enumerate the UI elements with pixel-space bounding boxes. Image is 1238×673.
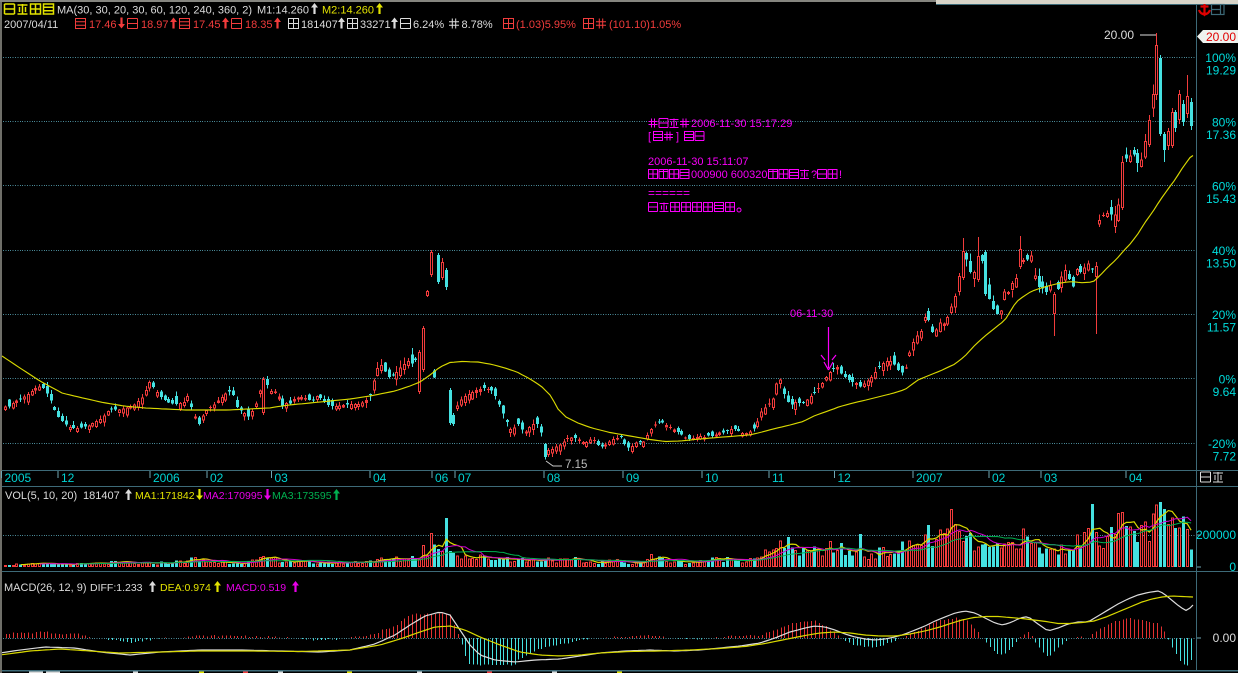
svg-text:12: 12: [838, 471, 852, 485]
svg-text:20.00: 20.00: [1104, 28, 1134, 42]
svg-text:-20%: -20%: [1208, 437, 1236, 451]
svg-text:M1:14.260: M1:14.260: [257, 5, 309, 17]
svg-text:(101.10)1.05%: (101.10)1.05%: [609, 19, 681, 31]
svg-text:11.57: 11.57: [1207, 321, 1236, 335]
svg-text:18.97: 18.97: [141, 19, 169, 31]
svg-text:6.24%: 6.24%: [413, 19, 444, 31]
svg-text:2006-11-30 15:17:29: 2006-11-30 15:17:29: [691, 118, 792, 130]
svg-text:MA(30, 30, 20, 30, 60, 120, 24: MA(30, 30, 20, 30, 60, 120, 240, 360, 2): [57, 5, 252, 17]
svg-text:100%: 100%: [1205, 51, 1236, 65]
svg-text:15.43: 15.43: [1206, 192, 1236, 206]
svg-text:2006: 2006: [153, 471, 180, 485]
svg-text:181407: 181407: [83, 490, 120, 502]
svg-text:000900 600320: 000900 600320: [691, 169, 767, 181]
svg-text:17.46: 17.46: [89, 19, 117, 31]
svg-text:]: ]: [676, 131, 679, 143]
svg-text:06: 06: [435, 471, 449, 485]
svg-text:17.36: 17.36: [1206, 128, 1236, 142]
svg-text:200000: 200000: [1196, 528, 1236, 542]
svg-text:2007/04/11: 2007/04/11: [4, 19, 58, 31]
svg-text:10: 10: [705, 471, 719, 485]
svg-text:M2:14.260: M2:14.260: [322, 5, 374, 17]
svg-text:03: 03: [1044, 471, 1058, 485]
svg-text:7.15: 7.15: [565, 459, 587, 471]
svg-text:11: 11: [772, 471, 785, 485]
svg-text:(1.03)5.95%: (1.03)5.95%: [516, 19, 576, 31]
svg-text:08: 08: [547, 471, 561, 485]
svg-text:19.29: 19.29: [1206, 64, 1236, 78]
svg-text:MACD:0.519: MACD:0.519: [226, 582, 286, 594]
svg-text:8.78%: 8.78%: [462, 19, 493, 31]
svg-text:DEA:0.974: DEA:0.974: [160, 582, 211, 594]
svg-text:MA1:171842: MA1:171842: [135, 490, 195, 502]
svg-text:06-11-30: 06-11-30: [790, 308, 833, 320]
svg-text:9.64: 9.64: [1213, 385, 1237, 399]
svg-text:MA2:170995: MA2:170995: [203, 490, 263, 502]
svg-text:2007: 2007: [916, 471, 943, 485]
svg-text:09: 09: [626, 471, 640, 485]
svg-text:80%: 80%: [1212, 115, 1236, 129]
svg-text:17.45: 17.45: [193, 19, 221, 31]
svg-text:!: !: [839, 169, 842, 181]
svg-text:?: ?: [811, 169, 817, 181]
svg-text:======: ======: [648, 186, 690, 200]
svg-text:40%: 40%: [1212, 244, 1236, 258]
svg-text:0: 0: [1229, 560, 1236, 574]
svg-text:12: 12: [61, 471, 75, 485]
svg-text:07: 07: [458, 471, 472, 485]
svg-text:02: 02: [992, 471, 1006, 485]
svg-text:04: 04: [373, 471, 387, 485]
svg-text:33271: 33271: [360, 19, 391, 31]
svg-text:18.35: 18.35: [245, 19, 273, 31]
svg-text:20.00: 20.00: [1206, 30, 1236, 44]
svg-text:DIFF:1.233: DIFF:1.233: [90, 582, 143, 594]
svg-text:20%: 20%: [1212, 308, 1236, 322]
svg-text:2006-11-30 15:11:07: 2006-11-30 15:11:07: [648, 156, 749, 168]
svg-text:MA3:173595: MA3:173595: [272, 490, 332, 502]
svg-text:0.00: 0.00: [1213, 631, 1237, 645]
svg-text:03: 03: [275, 471, 289, 485]
svg-text:2005: 2005: [5, 471, 32, 485]
svg-text:02: 02: [210, 471, 224, 485]
svg-text:VOL(5, 10, 20): VOL(5, 10, 20): [5, 490, 77, 502]
svg-text:[: [: [648, 131, 651, 143]
svg-text:MACD(26, 12, 9): MACD(26, 12, 9): [4, 582, 87, 594]
svg-text:13.50: 13.50: [1206, 256, 1236, 270]
svg-text:181407: 181407: [301, 19, 338, 31]
svg-text:0%: 0%: [1219, 373, 1237, 387]
svg-text:7.72: 7.72: [1213, 449, 1237, 463]
svg-text:60%: 60%: [1212, 180, 1236, 194]
svg-text:04: 04: [1129, 471, 1143, 485]
